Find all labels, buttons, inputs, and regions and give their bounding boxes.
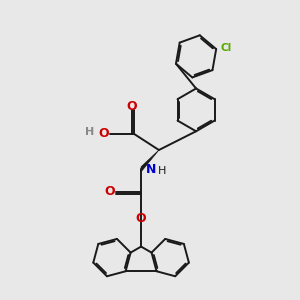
Polygon shape: [141, 150, 159, 172]
Text: N: N: [146, 163, 156, 176]
Text: H: H: [85, 127, 94, 137]
Text: O: O: [136, 212, 146, 226]
Text: O: O: [127, 100, 137, 113]
Text: O: O: [104, 185, 115, 198]
Text: H: H: [158, 166, 166, 176]
Text: Cl: Cl: [220, 43, 232, 52]
Text: O: O: [98, 127, 109, 140]
